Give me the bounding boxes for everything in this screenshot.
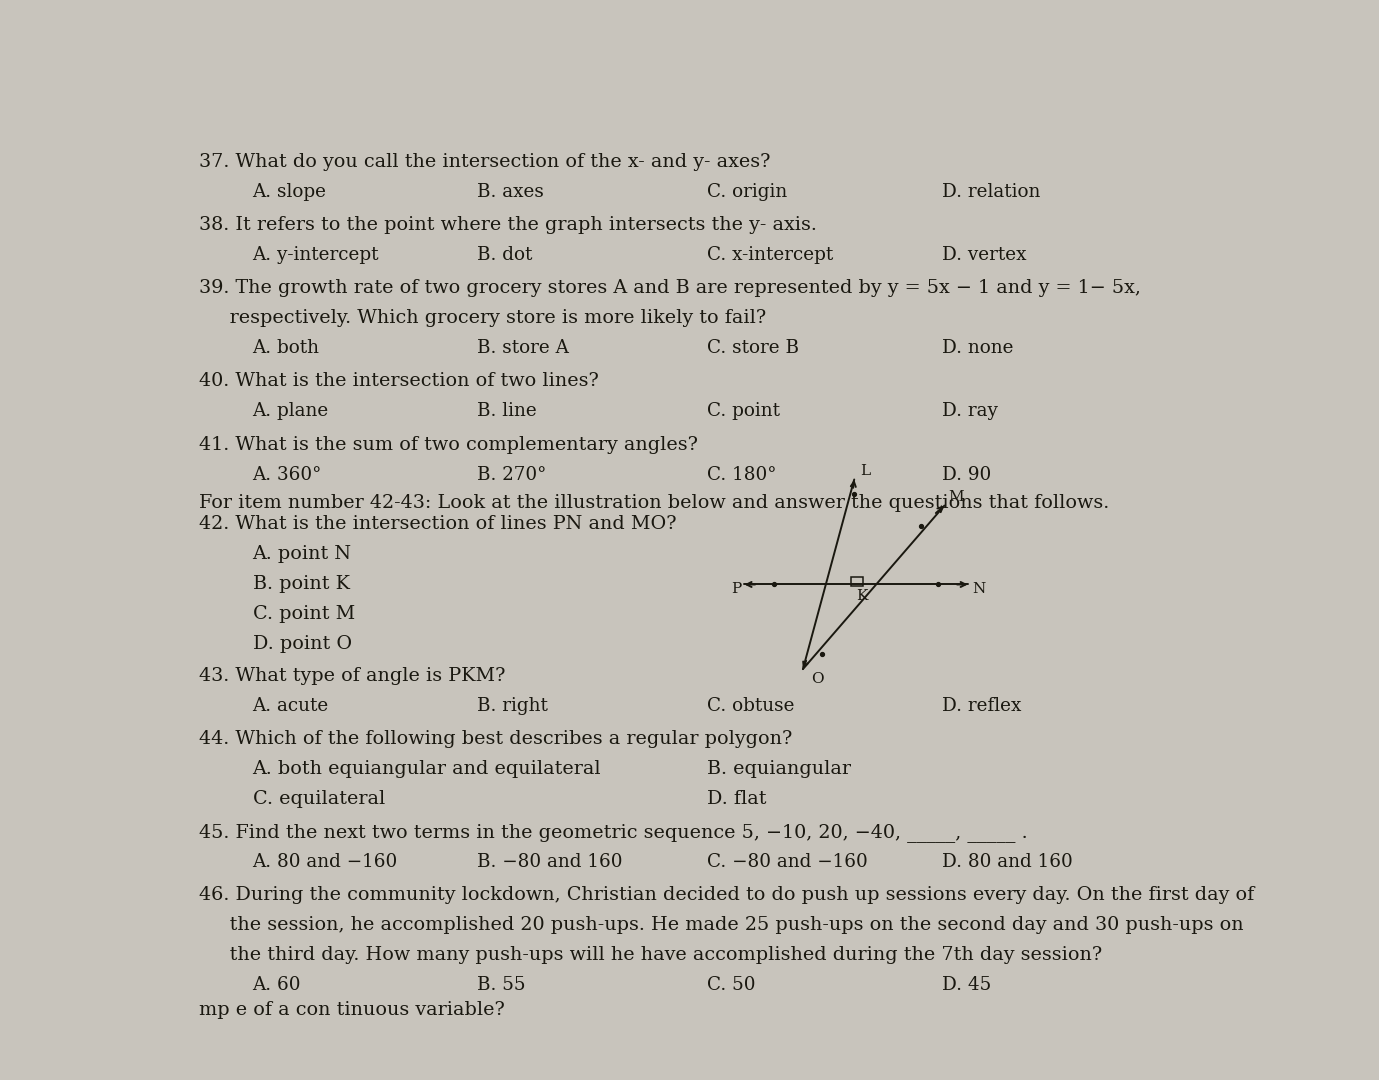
- Text: D. ray: D. ray: [942, 403, 998, 420]
- Text: C. origin: C. origin: [707, 183, 787, 201]
- Text: O: O: [811, 673, 825, 687]
- Text: C. store B: C. store B: [707, 339, 798, 357]
- Text: A. 360°: A. 360°: [252, 465, 321, 484]
- Text: 43. What type of angle is PKM?: 43. What type of angle is PKM?: [199, 666, 506, 685]
- Text: M: M: [949, 490, 964, 504]
- Text: 39. The growth rate of two grocery stores A and B are represented by y = 5x − 1 : 39. The growth rate of two grocery store…: [199, 280, 1140, 297]
- Text: B. right: B. right: [477, 697, 547, 715]
- Text: C. −80 and −160: C. −80 and −160: [707, 853, 867, 872]
- Text: B. dot: B. dot: [477, 246, 532, 264]
- Text: respectively. Which grocery store is more likely to fail?: respectively. Which grocery store is mor…: [199, 309, 767, 327]
- Text: 42. What is the intersection of lines PN and MO?: 42. What is the intersection of lines PN…: [199, 515, 677, 534]
- Text: 41. What is the sum of two complementary angles?: 41. What is the sum of two complementary…: [199, 435, 698, 454]
- Text: A. 80 and −160: A. 80 and −160: [252, 853, 397, 872]
- Text: 37. What do you call the intersection of the x- and y- axes?: 37. What do you call the intersection of…: [199, 153, 771, 171]
- Text: D. relation: D. relation: [942, 183, 1040, 201]
- Text: A. slope: A. slope: [252, 183, 327, 201]
- Text: A. plane: A. plane: [252, 403, 328, 420]
- Text: A. point N: A. point N: [252, 545, 352, 564]
- Text: B. store A: B. store A: [477, 339, 568, 357]
- Text: 38. It refers to the point where the graph intersects the y- axis.: 38. It refers to the point where the gra…: [199, 216, 816, 234]
- Text: 44. Which of the following best describes a regular polygon?: 44. Which of the following best describe…: [199, 730, 793, 748]
- Text: A. 60: A. 60: [252, 976, 301, 995]
- Text: C. point M: C. point M: [252, 605, 354, 623]
- Text: mp e of a con tinuous variable?: mp e of a con tinuous variable?: [199, 1001, 505, 1020]
- Text: 46. During the community lockdown, Christian decided to do push up sessions ever: 46. During the community lockdown, Chris…: [199, 887, 1255, 904]
- Text: C. 180°: C. 180°: [707, 465, 776, 484]
- Text: K: K: [856, 590, 867, 604]
- Text: B. line: B. line: [477, 403, 536, 420]
- Text: N: N: [972, 582, 986, 596]
- Text: the session, he accomplished 20 push-ups. He made 25 push-ups on the second day : the session, he accomplished 20 push-ups…: [199, 916, 1244, 934]
- Text: D. flat: D. flat: [707, 789, 767, 808]
- Text: A. both: A. both: [252, 339, 320, 357]
- Text: 40. What is the intersection of two lines?: 40. What is the intersection of two line…: [199, 373, 598, 391]
- Text: D. reflex: D. reflex: [942, 697, 1022, 715]
- Text: D. vertex: D. vertex: [942, 246, 1026, 264]
- Text: For item number 42-43: Look at the illustration below and answer the questions t: For item number 42-43: Look at the illus…: [199, 494, 1109, 512]
- Text: C. point: C. point: [707, 403, 779, 420]
- Text: B. axes: B. axes: [477, 183, 543, 201]
- Text: B. equiangular: B. equiangular: [707, 760, 851, 778]
- Text: A. y-intercept: A. y-intercept: [252, 246, 379, 264]
- Text: B. −80 and 160: B. −80 and 160: [477, 853, 622, 872]
- Text: A. acute: A. acute: [252, 697, 328, 715]
- Text: the third day. How many push-ups will he have accomplished during the 7th day se: the third day. How many push-ups will he…: [199, 946, 1102, 964]
- Text: C. equilateral: C. equilateral: [252, 789, 385, 808]
- Text: D. 80 and 160: D. 80 and 160: [942, 853, 1073, 872]
- Text: C. obtuse: C. obtuse: [707, 697, 794, 715]
- Text: D. none: D. none: [942, 339, 1014, 357]
- Text: B. 55: B. 55: [477, 976, 525, 995]
- Text: B. 270°: B. 270°: [477, 465, 546, 484]
- Text: A. both equiangular and equilateral: A. both equiangular and equilateral: [252, 760, 601, 778]
- Text: D. point O: D. point O: [252, 635, 352, 653]
- Text: B. point K: B. point K: [252, 576, 349, 593]
- Text: C. x-intercept: C. x-intercept: [707, 246, 833, 264]
- Text: 45. Find the next two terms in the geometric sequence 5, −10, 20, −40, _____, __: 45. Find the next two terms in the geome…: [199, 823, 1027, 842]
- Text: D. 45: D. 45: [942, 976, 992, 995]
- Text: C. 50: C. 50: [707, 976, 756, 995]
- Text: L: L: [860, 463, 870, 477]
- Text: P: P: [731, 582, 741, 596]
- Text: D. 90: D. 90: [942, 465, 992, 484]
